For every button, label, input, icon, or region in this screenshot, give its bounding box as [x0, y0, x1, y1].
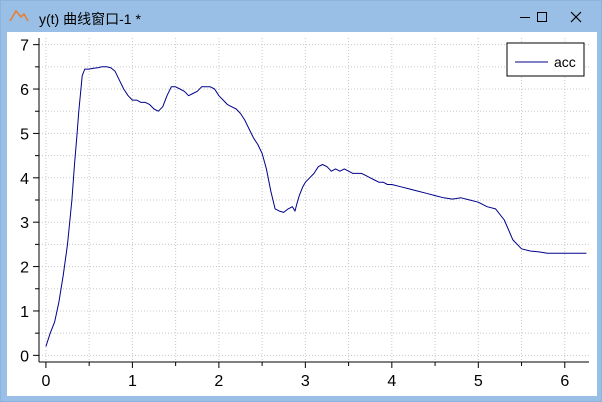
maximize-icon	[537, 11, 547, 22]
y-tick-label: 3	[20, 215, 29, 232]
y-tick-label: 6	[20, 82, 29, 99]
y-tick-label: 7	[20, 38, 29, 55]
x-tick-label: 5	[474, 373, 483, 390]
y-tick-label: 2	[20, 260, 29, 277]
window-title: y(t) 曲线窗口-1 *	[39, 11, 141, 27]
close-icon	[570, 11, 582, 22]
line-chart[interactable]: 0 1 2 3 4 5 6 0 1 2 3 4 5 6 7 acc	[7, 32, 597, 396]
legend-label-acc: acc	[554, 54, 576, 70]
tick-labels: 0 1 2 3 4 5 6 0 1 2 3 4 5 6 7	[20, 38, 569, 390]
maximize-button[interactable]	[525, 1, 559, 32]
x-tick-label: 6	[560, 373, 569, 390]
legend-box	[506, 42, 585, 77]
x-tick-label: 4	[387, 373, 396, 390]
y-tick-label: 4	[20, 171, 29, 188]
title-bar[interactable]: y(t) 曲线窗口-1 *	[1, 1, 601, 32]
x-tick-label: 2	[214, 373, 223, 390]
grid-lines	[39, 38, 589, 362]
series-group	[45, 66, 587, 347]
x-tick-label: 1	[128, 373, 137, 390]
y-tick-label: 1	[20, 304, 29, 321]
axes	[38, 38, 589, 363]
series-line-acc	[45, 66, 587, 347]
plot-app-icon	[9, 9, 29, 22]
minimize-icon	[520, 16, 530, 18]
tick-marks	[33, 44, 566, 368]
y-tick-label: 0	[20, 348, 29, 365]
plot-area: 0 1 2 3 4 5 6 0 1 2 3 4 5 6 7 acc	[7, 32, 597, 396]
y-tick-label: 5	[20, 126, 29, 143]
minimize-button[interactable]	[508, 1, 542, 32]
x-tick-label: 3	[301, 373, 310, 390]
close-button[interactable]	[559, 1, 593, 32]
legend: acc	[506, 42, 585, 77]
x-tick-label: 0	[41, 373, 50, 390]
